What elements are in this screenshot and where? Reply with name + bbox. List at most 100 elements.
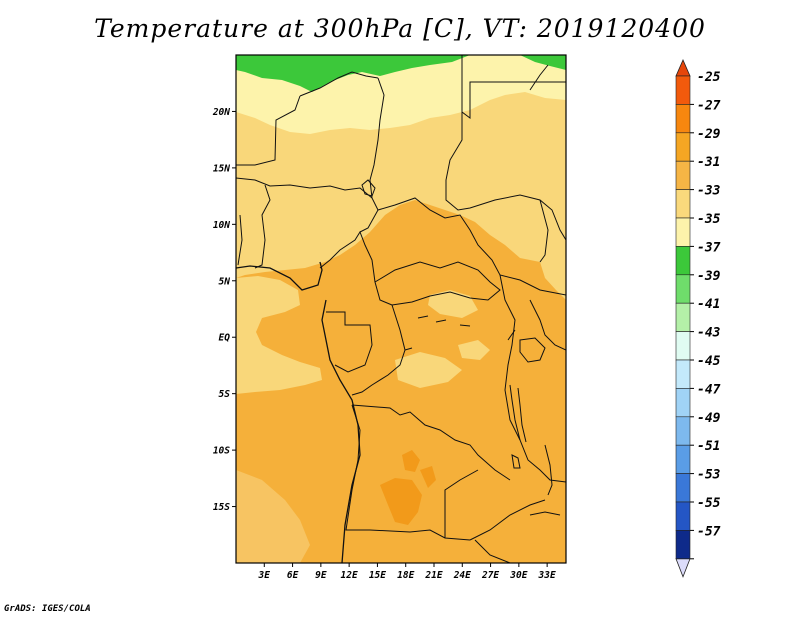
colorbar-label: -51	[697, 439, 720, 454]
boundary-niger-north	[299, 71, 379, 97]
field-green-northeast	[520, 55, 566, 70]
boundary-zambia-south	[469, 499, 546, 541]
field-yellow-west	[236, 276, 322, 394]
colorbar-swatch	[675, 132, 691, 162]
field-yellow-central-3	[458, 340, 490, 360]
lake-victoria	[519, 337, 546, 363]
colorbar-label: -47	[697, 382, 721, 397]
field-green-north	[236, 55, 470, 92]
lat-tick-label: EQ	[219, 333, 231, 344]
lon-tick-label: 6E	[287, 570, 299, 581]
colorbar-swatch	[675, 160, 691, 190]
colorbar-top-arrow	[675, 59, 691, 77]
lon-tick-label: 3E	[258, 570, 271, 581]
boundary-libya-chad	[359, 77, 385, 233]
lat-tick-label: 15N	[213, 163, 230, 174]
map-title: Temperature at 300hPa [C], VT: 201912040…	[94, 14, 706, 43]
lon-tick-label: 15E	[369, 570, 386, 581]
colorbar-swatch	[675, 217, 691, 247]
lake-chad	[361, 179, 376, 197]
colorbar-swatch	[675, 246, 691, 276]
colorbar-swatch	[675, 189, 691, 219]
field-yellow-southwest	[236, 470, 310, 563]
river-marks	[404, 315, 561, 516]
field-yellow-east	[540, 258, 566, 300]
colorbar-label: -53	[697, 468, 721, 483]
boundary-algeria-east	[236, 95, 301, 166]
boundary-congo-drc	[351, 304, 406, 396]
colorbar-swatch	[675, 331, 691, 361]
colorbar-swatch	[675, 530, 691, 560]
boundary-ethiopia	[539, 199, 549, 263]
red-sea-coast	[529, 64, 549, 91]
boundary-gabon	[326, 311, 373, 373]
country-boundaries	[236, 55, 566, 563]
colorbar-label: -45	[697, 354, 721, 369]
lat-tick-label: 10S	[213, 446, 230, 457]
lon-tick-label: 27E	[481, 570, 499, 581]
lon-tick-label: 30E	[509, 570, 527, 581]
lon-tick-label: 24E	[453, 570, 471, 581]
lat-tick-label: 20N	[212, 107, 230, 118]
lon-tick-label: 21E	[424, 570, 442, 581]
colorbar-label: -55	[697, 496, 721, 511]
colorbar-label: -27	[697, 98, 721, 113]
credit-text: GrADS: IGES/COLA	[4, 604, 91, 614]
boundary-east-africa	[499, 274, 566, 483]
boundary-car	[374, 261, 501, 306]
lon-tick-label: 12E	[341, 570, 358, 581]
colorbar-label: -33	[697, 184, 721, 199]
colorbar-swatch	[675, 416, 691, 446]
boundary-south-2	[474, 539, 511, 563]
boundary-niger-nigeria	[236, 177, 373, 199]
boundary-chad-sudan	[377, 197, 566, 296]
boundary-angola-zambia	[444, 469, 479, 538]
colorbar-label: -57	[697, 524, 721, 539]
colorbar-label: -37	[697, 240, 721, 255]
lat-tick-label: 5S	[219, 389, 231, 400]
lat-tick-label: 5N	[219, 276, 231, 287]
boundary-egypt-sudan	[445, 112, 566, 241]
colorbar-swatch	[675, 274, 691, 304]
latitude-axis: 20N 15N 10N 5N EQ 5S 10S 15S	[212, 107, 236, 513]
temperature-field	[236, 55, 566, 563]
colorbar-swatch	[675, 473, 691, 503]
boundary-west	[254, 184, 271, 269]
field-dark-orange-1	[380, 478, 422, 525]
coastline-west	[236, 261, 361, 563]
lon-tick-label: 33E	[538, 570, 556, 581]
field-yellow-central-2	[395, 352, 462, 388]
lake-malawi	[544, 444, 553, 496]
boundary-uganda-kenya	[529, 299, 566, 351]
colorbar-label: -31	[697, 155, 720, 170]
lon-tick-label: 9E	[315, 570, 327, 581]
colorbar-swatch	[675, 302, 691, 332]
boundary-drc-angola	[351, 404, 511, 481]
colorbar-label: -25	[697, 70, 721, 85]
lake-tanganyika-2	[517, 387, 527, 443]
map-frame	[235, 54, 567, 564]
colorbar-swatch	[675, 75, 691, 105]
colorbar-label: -49	[697, 411, 721, 426]
field-dark-orange-3	[420, 466, 436, 488]
colorbar-bottom-arrow	[675, 558, 691, 578]
colorbar-swatch	[675, 501, 691, 531]
colorbar-label: -41	[697, 297, 720, 312]
colorbar-swatch	[675, 359, 691, 389]
lake-mweru	[511, 454, 521, 469]
colorbar-label: -43	[697, 326, 721, 341]
boundary-west-2	[237, 214, 243, 266]
colorbar: -25 -27 -29 -31 -33 -35 -37 -39 -41 -43 -45 -47 -49 -…	[675, 59, 721, 578]
colorbar-swatch	[675, 388, 691, 418]
lake-tanganyika	[509, 384, 521, 441]
colorbar-swatch	[675, 104, 691, 134]
boundary-libya-egypt	[461, 55, 566, 119]
colorbar-label: -35	[697, 212, 721, 227]
colorbar-swatch	[675, 444, 691, 474]
colorbar-label: -29	[697, 127, 721, 142]
longitude-axis: 3E 6E 9E 12E 15E 18E 21E 24E 27E 30E 33E	[258, 563, 556, 581]
lat-tick-label: 15S	[213, 502, 230, 513]
lat-tick-label: 10N	[213, 220, 230, 231]
field-dark-orange-2	[402, 450, 420, 472]
